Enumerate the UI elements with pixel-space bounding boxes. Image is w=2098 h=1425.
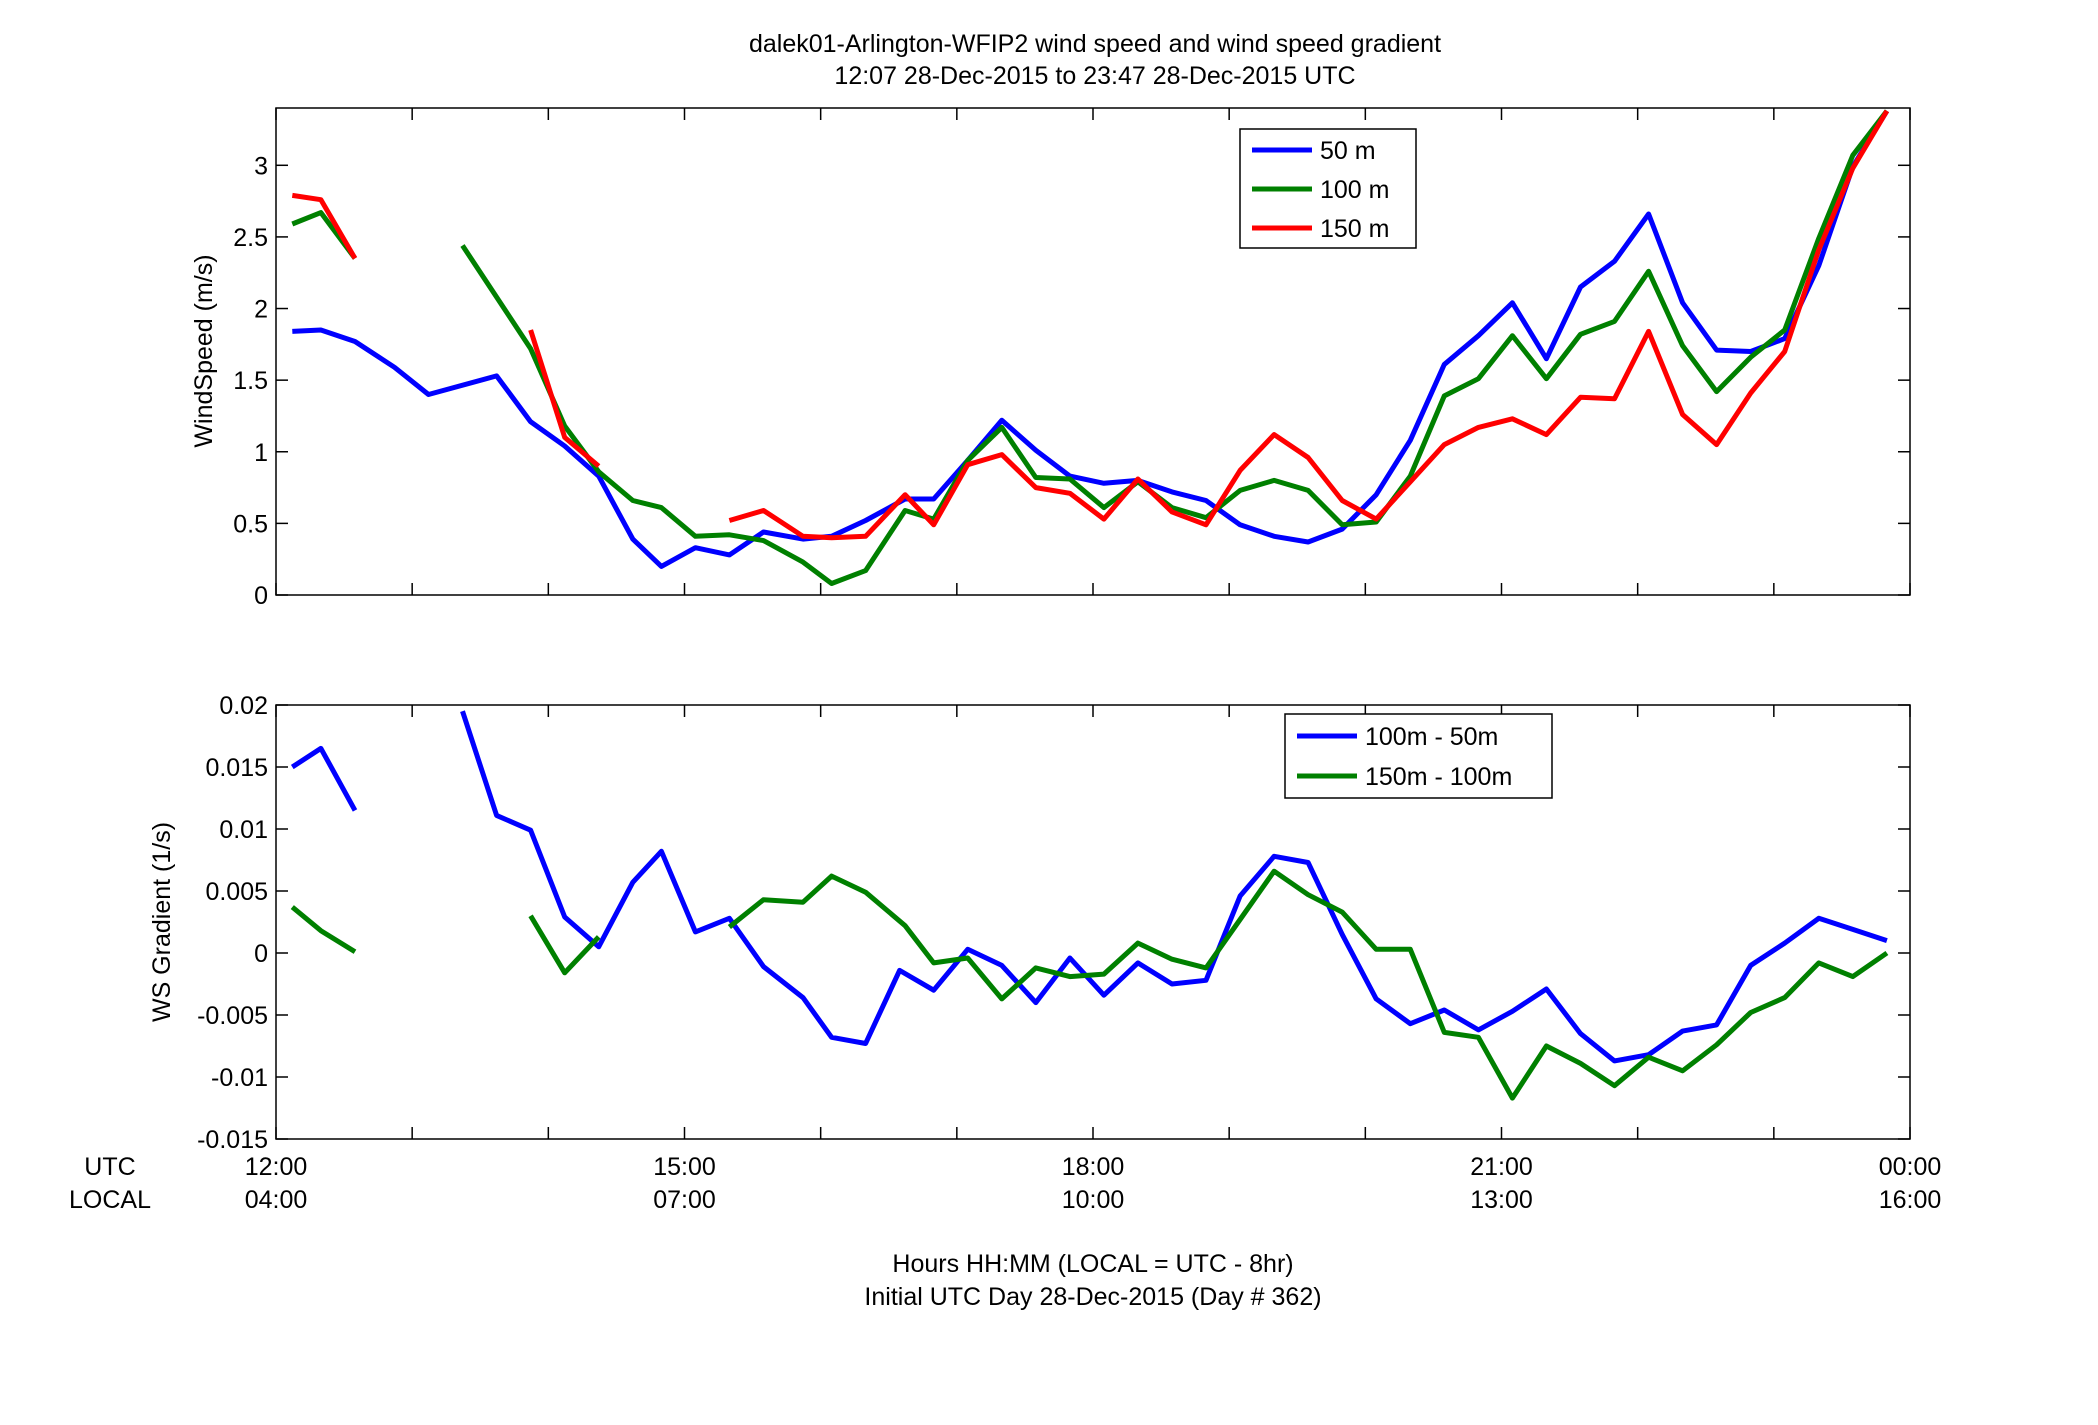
legend-label-100m: 100 m	[1320, 176, 1389, 204]
chart-title-line1: dalek01-Arlington-WFIP2 wind speed and w…	[749, 30, 1441, 58]
plot-area-gradient	[275, 704, 1911, 1140]
ytick-label-gradient: -0.005	[197, 1002, 268, 1030]
xtick-labels: 12:00 04:00 15:00 07:00 18:00 10:00 21:00 13:00…	[245, 1153, 1942, 1214]
xticks-gradient	[275, 705, 1911, 1139]
yticks-gradient: -0.015 -0.01 -0.005 0 0.005 0.01 0.015 0.02	[197, 692, 1910, 1154]
ytick-label-windspeed: 0	[254, 582, 268, 610]
legend-gradient: 100m - 50m 150m - 100m	[1284, 713, 1553, 799]
legend-label-100m-50m: 100m - 50m	[1365, 723, 1498, 751]
xlabel-line2: Initial UTC Day 28-Dec-2015 (Day # 362)	[864, 1283, 1321, 1311]
ytick-label-windspeed: 1	[254, 439, 268, 467]
ytick-label-gradient: 0	[254, 940, 268, 968]
panel-gradient: -0.015 -0.01 -0.005 0 0.005 0.01 0.015 0.02 WS …	[148, 692, 1911, 1154]
ytick-label-windspeed: 2.5	[233, 224, 268, 252]
series-line-150m-100m	[290, 868, 1889, 1101]
xlabel-line1: Hours HH:MM (LOCAL = UTC - 8hr)	[892, 1250, 1293, 1278]
series-group-windspeed	[291, 109, 1890, 586]
ytick-label-gradient: 0.005	[205, 878, 268, 906]
ytick-label-gradient: 0.01	[219, 816, 268, 844]
chart-title-line2: 12:07 28-Dec-2015 to 23:47 28-Dec-2015 U…	[834, 62, 1355, 90]
xtick-label-utc: 00:00	[1879, 1153, 1942, 1181]
series-group-gradient	[290, 710, 1889, 1101]
legend-label-50m: 50 m	[1320, 137, 1376, 165]
ytick-label-windspeed: 1.5	[233, 367, 268, 395]
ylabel-gradient: WS Gradient (1/s)	[148, 822, 176, 1022]
xtick-label-local: 07:00	[653, 1186, 716, 1214]
series-line-50-m	[292, 109, 1890, 569]
ytick-label-windspeed: 0.5	[233, 510, 268, 538]
xtick-label-utc: 15:00	[653, 1153, 716, 1181]
xticks-windspeed	[275, 108, 1911, 595]
legend-windspeed: 50 m 100 m 150 m	[1239, 128, 1417, 249]
plot-area-windspeed	[275, 107, 1911, 596]
xtick-label-local: 13:00	[1470, 1186, 1533, 1214]
series-line-100m-50m	[290, 710, 1888, 1064]
ytick-label-gradient: -0.01	[211, 1064, 268, 1092]
series-line-150-m	[291, 109, 1890, 541]
xtick-label-local: 04:00	[245, 1186, 308, 1214]
ytick-label-windspeed: 2	[254, 296, 268, 324]
xtick-label-utc: 18:00	[1062, 1153, 1125, 1181]
xtick-label-local: 16:00	[1879, 1186, 1942, 1214]
legend-label-150m: 150 m	[1320, 215, 1389, 243]
xaxis-row-label-utc: UTC	[84, 1153, 135, 1181]
ylabel-windspeed: WindSpeed (m/s)	[190, 254, 218, 447]
ytick-label-gradient: 0.015	[205, 754, 268, 782]
legend-box-gradient	[1284, 713, 1553, 799]
yticks-windspeed: 0 0.5 1 1.5 2 2.5 3	[233, 152, 1910, 610]
ytick-label-windspeed: 3	[254, 152, 268, 180]
ytick-label-gradient: -0.015	[197, 1126, 268, 1154]
xtick-label-utc: 21:00	[1470, 1153, 1533, 1181]
panel-windspeed: 0 0.5 1 1.5 2 2.5 3 WindSpeed (m/s) 50 m 100 m…	[190, 107, 1911, 610]
xtick-label-local: 10:00	[1062, 1186, 1125, 1214]
ytick-label-gradient: 0.02	[219, 692, 268, 720]
xaxis-row-label-local: LOCAL	[69, 1186, 151, 1214]
xtick-label-utc: 12:00	[245, 1153, 308, 1181]
legend-label-150m-100m: 150m - 100m	[1365, 763, 1512, 791]
